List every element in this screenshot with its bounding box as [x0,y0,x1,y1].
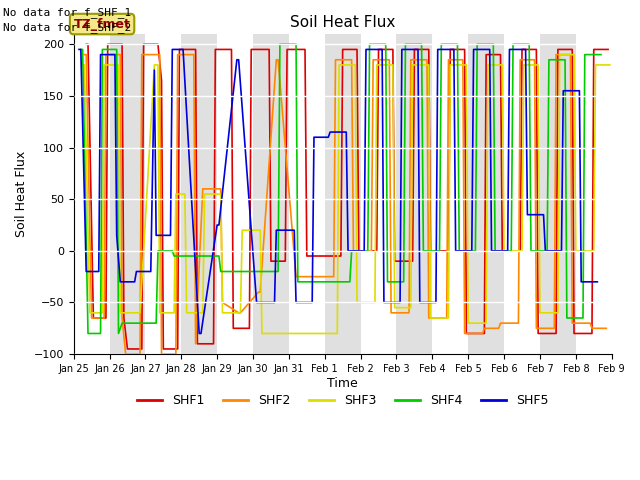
Text: No data for f_SHF_1: No data for f_SHF_1 [3,7,131,18]
Bar [576,34,612,354]
Bar [540,34,576,354]
Text: No data for f_SHF_2: No data for f_SHF_2 [3,22,131,33]
Bar [217,34,253,354]
Text: TZ_fmet: TZ_fmet [74,18,131,31]
Bar [396,34,433,354]
Bar [433,34,468,354]
Bar [109,34,145,354]
Bar [181,34,217,354]
Title: Soil Heat Flux: Soil Heat Flux [290,15,396,30]
Bar [74,34,109,354]
Bar [253,34,289,354]
X-axis label: Time: Time [327,377,358,390]
Bar [145,34,181,354]
Y-axis label: Soil Heat Flux: Soil Heat Flux [15,151,28,237]
Bar [504,34,540,354]
Bar [289,34,324,354]
Legend: SHF1, SHF2, SHF3, SHF4, SHF5: SHF1, SHF2, SHF3, SHF4, SHF5 [132,389,554,412]
Bar [360,34,396,354]
Bar [468,34,504,354]
Bar [324,34,360,354]
